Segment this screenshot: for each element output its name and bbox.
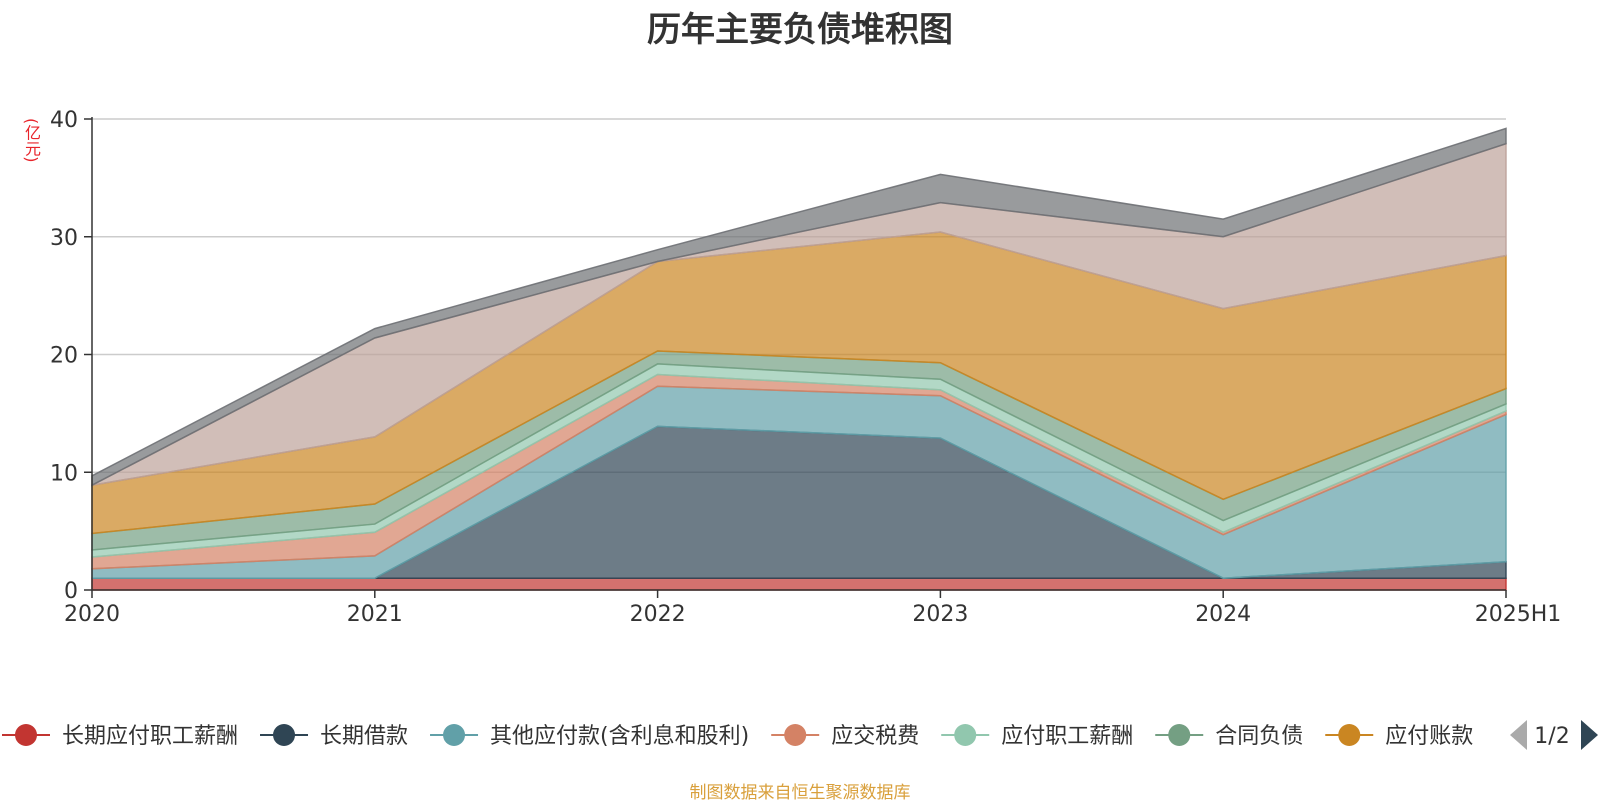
legend-page-indicator: 1/2: [1534, 724, 1569, 749]
stacked-area-chart: 0 10 20 30 40 2020 2021 2022 2023 2024 2025H1 长期应付职…: [2, 108, 1598, 750]
legend-marker: [273, 724, 296, 746]
x-tick-label: 2020: [64, 602, 120, 627]
y-tick-label: 10: [50, 461, 78, 486]
legend-marker: [15, 724, 37, 746]
legend-item[interactable]: 长期借款: [260, 724, 408, 749]
y-axis-unit-label: (亿元): [22, 118, 41, 163]
y-tick-label: 30: [50, 226, 78, 251]
legend: 长期应付职工薪酬 长期借款 其他应付款(含利息和股利) 应交税费 应付职工薪酬 合同负债 应…: [2, 724, 1473, 749]
x-tick-label: 2024: [1195, 602, 1251, 627]
legend-item[interactable]: 长期应付职工薪酬: [2, 724, 238, 749]
legend-marker: [784, 724, 807, 746]
legend-label: 应交税费: [831, 724, 919, 749]
legend-label: 长期应付职工薪酬: [62, 724, 238, 749]
x-tick-label: 2022: [630, 602, 686, 627]
legend-item[interactable]: 应交税费: [771, 724, 919, 749]
legend-label: 其他应付款(含利息和股利): [490, 724, 749, 749]
x-tick-label: 2025H1: [1475, 602, 1562, 627]
legend-label: 应付账款: [1385, 724, 1473, 749]
legend-item[interactable]: 合同负债: [1155, 724, 1303, 749]
legend-next-page-icon[interactable]: [1581, 720, 1598, 750]
legend-label: 合同负债: [1215, 724, 1303, 749]
y-tick-label: 20: [50, 344, 78, 369]
legend-label: 应付职工薪酬: [1001, 724, 1133, 749]
area-series-0: [91, 577, 1507, 591]
legend-item[interactable]: 其他应付款(含利息和股利): [430, 724, 749, 749]
x-tick-label: 2023: [912, 602, 968, 627]
legend-prev-page-icon[interactable]: [1510, 720, 1527, 750]
legend-item[interactable]: 应付账款: [1325, 724, 1473, 749]
chart-title: 历年主要负债堆积图: [647, 10, 953, 50]
legend-label: 长期借款: [320, 724, 408, 749]
legend-marker: [1338, 724, 1361, 746]
legend-item[interactable]: 应付职工薪酬: [941, 724, 1133, 749]
legend-marker: [443, 724, 466, 746]
x-tick-label: 2021: [347, 602, 403, 627]
source-note: 制图数据来自恒生聚源数据库: [689, 783, 911, 800]
legend-marker: [954, 724, 977, 746]
area-series-8: [91, 127, 1507, 487]
y-tick-label: 0: [64, 579, 78, 604]
y-tick-label: 40: [50, 108, 78, 133]
legend-marker: [1168, 724, 1191, 746]
